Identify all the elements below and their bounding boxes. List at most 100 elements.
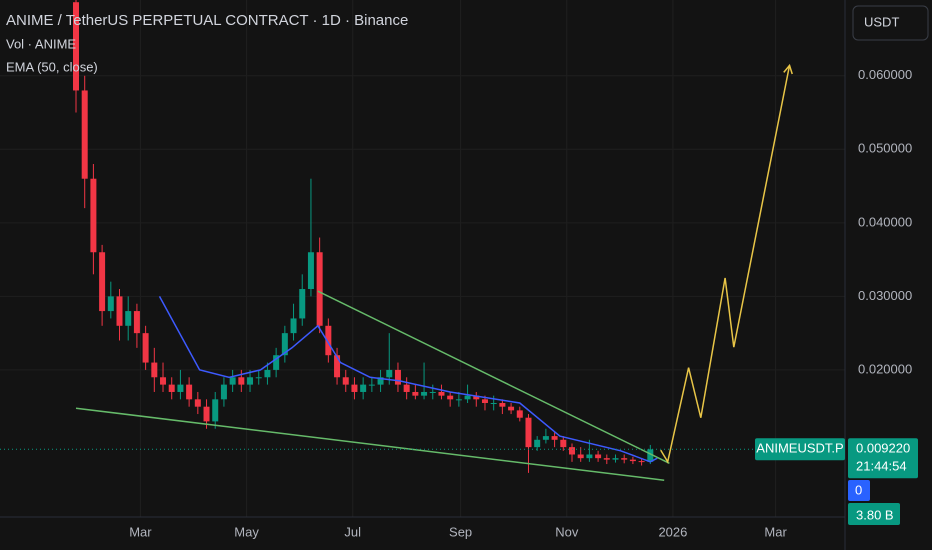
candle-body — [73, 2, 79, 91]
candle-body — [412, 391, 419, 396]
candle-body — [473, 395, 480, 400]
candle-body — [351, 384, 358, 392]
candle-body — [125, 311, 132, 326]
candle-body — [394, 369, 401, 385]
candle-body — [290, 318, 297, 334]
candle-body — [603, 458, 610, 460]
candle-body — [194, 399, 201, 407]
candle-body — [212, 399, 219, 422]
volume-tag — [848, 503, 900, 525]
candle-body — [264, 369, 271, 378]
candle-body — [612, 458, 619, 460]
candle-body — [281, 333, 288, 356]
overlay-line — [158, 296, 658, 463]
candle-body — [360, 384, 367, 392]
candle-body — [447, 395, 454, 400]
countdown-label: 21:44:54 — [856, 459, 907, 474]
candle-body — [203, 406, 210, 422]
candle-body — [368, 384, 375, 386]
candle-body — [429, 391, 436, 393]
chart-title: ANIME / TetherUS PERPETUAL CONTRACT · 1D… — [6, 12, 408, 29]
candle-body — [386, 369, 393, 378]
candle-body — [629, 459, 636, 462]
candle-body — [542, 436, 549, 440]
arrow-head — [783, 63, 793, 75]
candle-body — [621, 458, 628, 460]
indicator-label: EMA (50, close) — [6, 59, 98, 74]
x-tick-label: 2026 — [658, 524, 687, 539]
candle-body — [273, 355, 280, 370]
y-tick-label: 0.020000 — [858, 361, 912, 376]
volume-tag — [848, 480, 870, 501]
y-tick-label: 0.040000 — [858, 214, 912, 229]
x-tick-label: Sep — [449, 524, 472, 539]
candle-body — [342, 377, 349, 385]
y-tick-label: 0.060000 — [858, 67, 912, 82]
x-tick-label: Nov — [555, 524, 579, 539]
candle-body — [81, 90, 88, 179]
volume-tag-label: 0 — [855, 482, 862, 497]
candle-body — [99, 252, 106, 312]
candle-body — [464, 395, 471, 400]
candle-body — [455, 399, 462, 401]
candle-body — [247, 377, 254, 385]
overlay-line — [317, 290, 670, 464]
candle-body — [255, 377, 262, 379]
candle-body — [551, 436, 558, 440]
candle-body — [560, 439, 567, 448]
candle-body — [307, 252, 314, 290]
symbol-tag-label: ANIMEUSDT.P — [756, 441, 843, 456]
candle-body — [168, 384, 175, 392]
candle-body — [299, 289, 306, 319]
grid — [0, 0, 845, 517]
candle-body — [499, 403, 506, 407]
x-tick-label: Mar — [129, 524, 152, 539]
candle-body — [177, 384, 184, 392]
candle-body — [220, 384, 227, 400]
symbol-tag — [755, 438, 845, 461]
price-tag — [848, 438, 918, 479]
candle-body — [595, 454, 602, 459]
candle-body — [481, 399, 488, 404]
candle-body — [133, 311, 140, 334]
candle-body — [160, 377, 167, 385]
candle-body — [334, 355, 341, 378]
candle-body — [116, 296, 123, 326]
candle-body — [238, 377, 245, 385]
x-tick-label: Jul — [344, 524, 361, 539]
candle-body — [568, 447, 575, 455]
candle-body — [534, 439, 541, 448]
candle-body — [508, 406, 515, 411]
currency-button-label[interactable]: USDT — [864, 14, 899, 29]
indicator-label: Vol · ANIME — [6, 36, 76, 51]
currency-button[interactable] — [852, 5, 929, 41]
candle-body — [229, 377, 236, 385]
overlay-line — [75, 407, 665, 481]
y-tick-label: 0.030000 — [858, 288, 912, 303]
candle-body — [151, 362, 158, 378]
candle-body — [516, 410, 523, 418]
candle-body — [325, 325, 332, 356]
candle-body — [142, 333, 149, 363]
candle-body — [490, 403, 497, 405]
x-tick-label: Mar — [764, 524, 787, 539]
price-tags: ANIMEUSDT.P 0.009220 21:44:54 0 3.80 B — [755, 438, 918, 525]
candle-body — [438, 391, 445, 396]
volume-tag-label: 3.80 B — [856, 507, 894, 522]
candle-body — [586, 454, 593, 459]
candle-body — [377, 377, 384, 385]
candle-body — [577, 454, 584, 459]
candle-body — [316, 252, 323, 326]
candle-body — [638, 461, 645, 463]
candle-body — [107, 296, 114, 312]
axes: 0.020000 0.030000 0.040000 0.050000 0.060000… — [129, 67, 912, 539]
candle-body — [647, 449, 654, 462]
candle-body — [525, 417, 532, 448]
candle-body — [403, 384, 410, 392]
candle-body — [90, 178, 97, 253]
y-tick-label: 0.050000 — [858, 141, 912, 156]
candle-body — [421, 391, 428, 396]
price-tag-label: 0.009220 — [856, 441, 910, 456]
